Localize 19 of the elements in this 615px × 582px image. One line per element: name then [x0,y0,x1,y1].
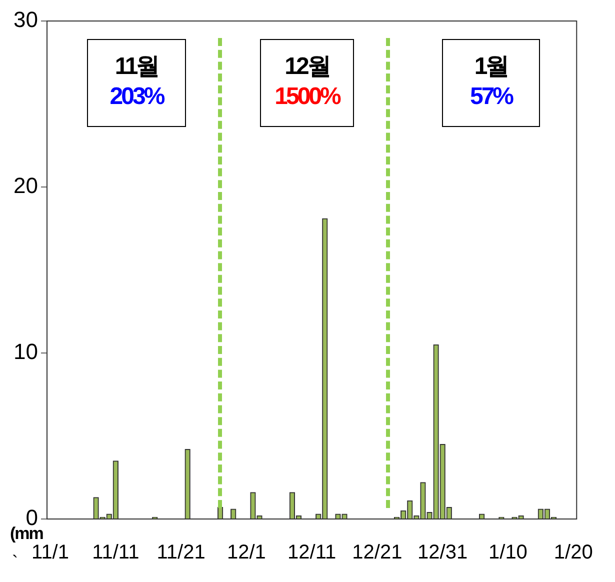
annotation: 203% [108,82,165,112]
x-tick-label: 11/1 [32,542,69,564]
annotation: 1월 [473,52,509,82]
x-tick-label: 12/11 [288,542,336,564]
x-tick-label: 1/10 [488,542,528,564]
x-tick-label: 12/31 [418,542,468,564]
y-tick-label: 20 [14,173,38,198]
annotation: 57% [468,82,514,112]
x-tick-label: 12/21 [352,542,402,564]
annotation: 12월 [284,52,330,82]
x-tick-label: 12/1 [226,542,266,564]
x-tick-label: 1/20 [554,542,593,564]
x-tick-label: 11/21 [156,542,206,564]
text: ` [12,552,18,573]
x-tick-label: 11/11 [92,542,140,564]
y-tick-label: 30 [14,7,38,32]
y-tick-label: 10 [14,339,38,364]
annotation: 11월 [114,52,160,82]
annotation: 1500% [274,82,341,112]
